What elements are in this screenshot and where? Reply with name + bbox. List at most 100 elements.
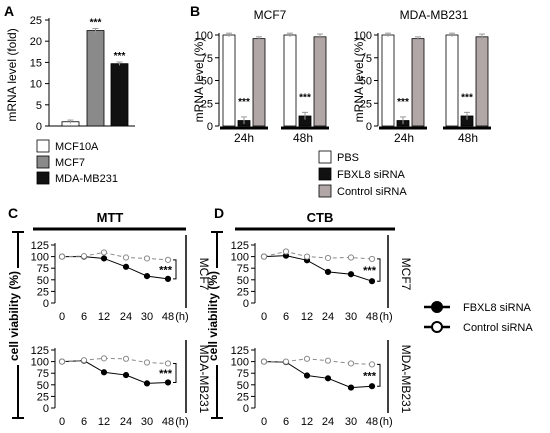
legend-open-marker xyxy=(431,321,443,333)
fbxl8-sirna-point xyxy=(143,272,151,280)
legend-filled-marker xyxy=(431,301,443,313)
cell-line-label: MCF7 xyxy=(399,258,413,291)
control-sirna-line xyxy=(61,251,169,261)
panel-b-y-tick-label: 75 xyxy=(360,53,372,65)
control-sirna-point xyxy=(122,355,130,362)
fbxl8-sirna-point xyxy=(347,271,355,278)
significance-bracket xyxy=(377,363,381,387)
fbxl8-sirna-line xyxy=(263,361,373,389)
panel-b-y-tick-label: 50 xyxy=(360,76,372,88)
x-axis-unit: (h) xyxy=(175,311,188,323)
cell-line-label: MDA-MB231 xyxy=(399,345,413,414)
x-tick-label: 12 xyxy=(98,416,110,428)
x-axis-unit: (h) xyxy=(379,311,392,323)
x-tick-label: 6 xyxy=(283,311,289,323)
panel-a-legend-label: MCF10A xyxy=(55,141,99,153)
panel-b-bar xyxy=(283,34,297,127)
panel-a-bar xyxy=(110,63,129,127)
panel-b-bar xyxy=(411,38,425,127)
fbxl8-sirna-line xyxy=(263,255,373,282)
control-sirna-point xyxy=(80,357,88,364)
panel-a-legend-swatch xyxy=(36,155,50,169)
cell-line-label: MDA-MB231 xyxy=(197,345,211,414)
fbxl8-sirna-point xyxy=(122,371,130,379)
control-sirna-point xyxy=(324,357,332,364)
fbxl8-sirna-point xyxy=(164,379,172,386)
panel-b-y-tick-label: 75 xyxy=(201,53,213,65)
x-tick-label: 48 xyxy=(366,416,378,428)
control-sirna-point xyxy=(368,255,376,263)
fbxl8-sirna-point xyxy=(303,372,311,379)
control-sirna-line xyxy=(263,250,373,260)
x-tick-label: 48 xyxy=(366,311,378,323)
panel-b-significance-label: *** xyxy=(397,97,409,108)
y-tick-label: 125 xyxy=(31,345,49,357)
y-tick-label: 25 xyxy=(237,286,249,298)
y-tick-label: 75 xyxy=(37,368,49,380)
panel-b-y-tick-label: 25 xyxy=(360,98,372,110)
control-sirna-point xyxy=(324,254,332,262)
panel-b-subchart: MDA-MB231 0 25 50 75 100 *** 24h *** 48h xyxy=(354,8,491,145)
x-tick-label: 0 xyxy=(261,311,267,323)
x-tick-label: 6 xyxy=(283,416,289,428)
panel-b-legend-swatch xyxy=(318,184,332,198)
panel-b-group-label: 24h xyxy=(394,131,414,145)
fbxl8-sirna-point xyxy=(324,375,332,382)
control-sirna-point xyxy=(282,248,290,255)
panel-b-left-y-axis-label: mRNA level (%) xyxy=(192,38,206,123)
fbxl8-sirna-point xyxy=(143,380,151,387)
x-tick-label: 0 xyxy=(261,416,267,428)
panel-label-a: A xyxy=(4,3,14,19)
panel-label-c: C xyxy=(8,205,18,221)
x-tick-label: 0 xyxy=(59,311,65,323)
panel-b-right-y-axis-label: mRNA level (%) xyxy=(352,38,366,123)
legend-label: FBXL8 siRNA xyxy=(463,302,532,314)
legend-label: Control siRNA xyxy=(463,322,533,334)
panel-a-significance-label: *** xyxy=(114,51,126,62)
control-sirna-point xyxy=(80,253,88,260)
y-tick-label: 75 xyxy=(237,263,249,275)
panel-d-header: CTB xyxy=(307,210,334,225)
x-tick-label: 0 xyxy=(59,416,65,428)
x-tick-label: 12 xyxy=(301,416,313,428)
x-tick-label: 24 xyxy=(322,416,334,428)
significance-bracket xyxy=(173,259,177,280)
panel-b-bar xyxy=(222,34,236,127)
control-sirna-point xyxy=(122,254,130,261)
control-sirna-point xyxy=(58,358,66,365)
panel-a-y-tick-label: 0 xyxy=(36,121,42,133)
y-tick-label: 50 xyxy=(237,275,249,287)
panel-b-legend: PBS FBXL8 siRNA Control siRNA xyxy=(318,150,407,198)
panel-a-legend-swatch xyxy=(36,139,50,153)
y-tick-label: 100 xyxy=(31,252,49,264)
panel-b-bar xyxy=(445,34,459,127)
y-tick-label: 0 xyxy=(243,403,249,415)
x-tick-label: 30 xyxy=(345,311,357,323)
significance-label: *** xyxy=(363,370,377,382)
panel-a-y-tick-label: 5 xyxy=(36,100,42,112)
panel-b-y-tick-label: 0 xyxy=(207,121,213,133)
control-sirna-point xyxy=(143,359,151,366)
control-sirna-point xyxy=(100,355,108,362)
panel-a-legend: MCF10A MCF7 MDA-MB231 xyxy=(36,139,118,185)
panel-b-legend-swatch xyxy=(318,167,332,181)
x-tick-label: 12 xyxy=(98,311,110,323)
x-tick-label: 30 xyxy=(345,416,357,428)
control-sirna-point xyxy=(100,249,108,256)
x-tick-label: 30 xyxy=(141,311,153,323)
panel-b-subchart: MCF7 0 25 50 75 100 *** 24h *** 48h xyxy=(195,8,329,145)
control-sirna-point xyxy=(303,253,311,260)
fbxl8-sirna-point xyxy=(122,263,130,270)
panel-a-significance-label: *** xyxy=(90,17,102,28)
fbxl8-sirna-point xyxy=(324,268,332,276)
fbxl8-sirna-point xyxy=(100,369,108,376)
x-tick-label: 24 xyxy=(120,416,132,428)
y-tick-label: 125 xyxy=(231,240,249,252)
control-sirna-point xyxy=(58,253,66,260)
panel-b-bar-charts: mRNA level (%) mRNA level (%) MCF7 0 25 50 7… xyxy=(192,8,491,145)
panel-b-bar xyxy=(475,36,489,127)
